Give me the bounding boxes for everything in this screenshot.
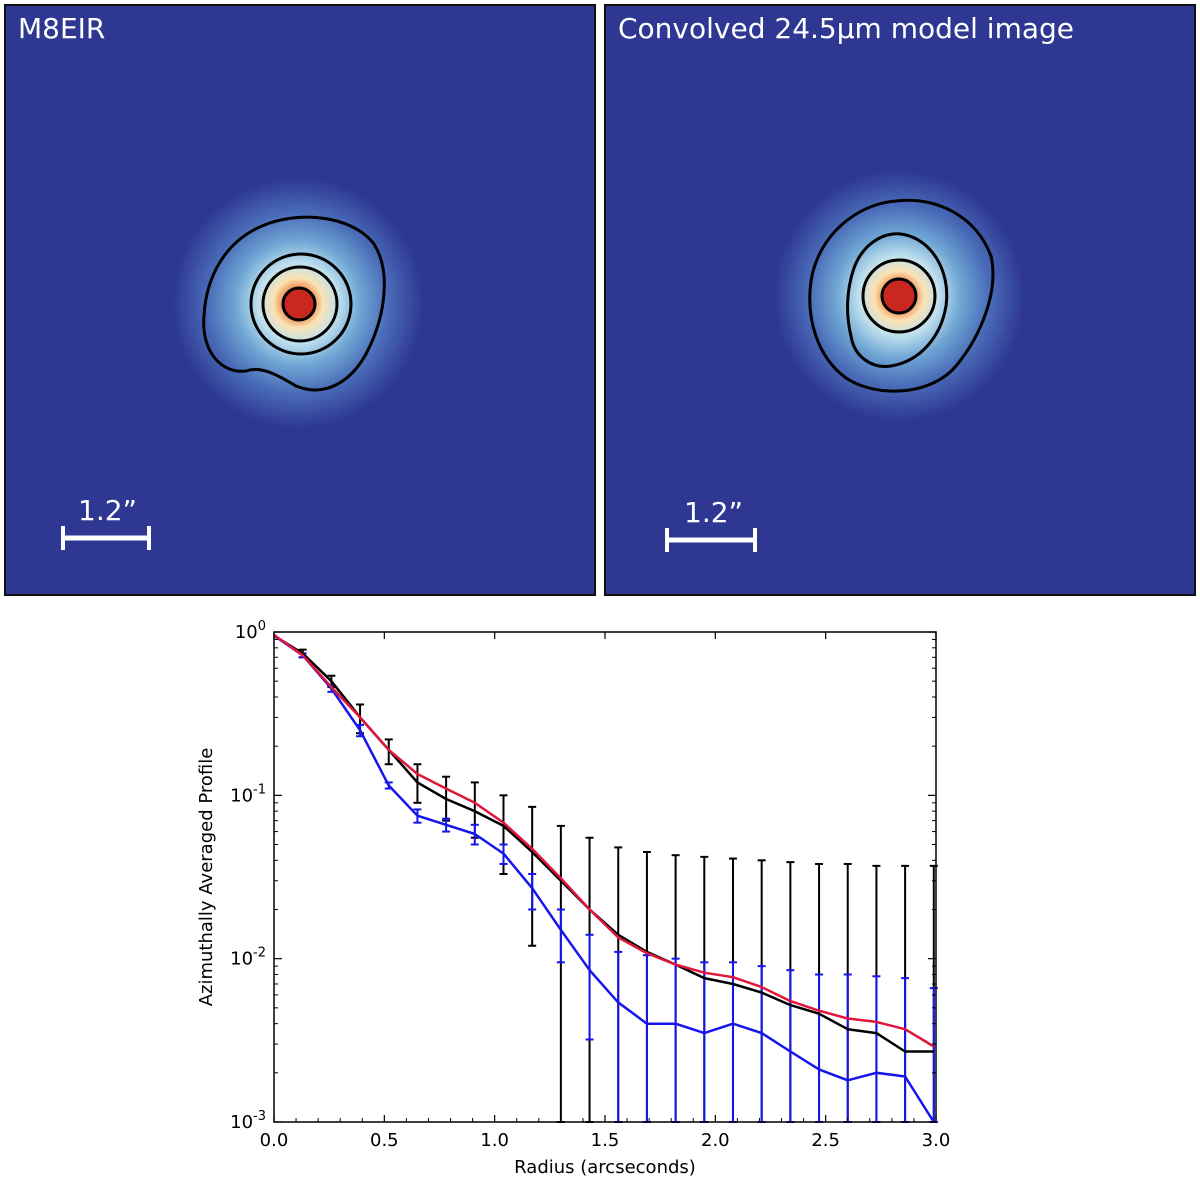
y-tick-label: 100 bbox=[235, 619, 266, 643]
red-series-line bbox=[273, 633, 935, 1048]
x-tick-label: 1.0 bbox=[480, 1130, 509, 1151]
x-tick-label: 2.5 bbox=[811, 1130, 840, 1151]
black-series-line bbox=[273, 634, 934, 1053]
plot-frame bbox=[273, 631, 937, 1123]
panel-title: M8EIR bbox=[18, 12, 106, 45]
axis-ticks: 0.0 0.5 1.0 1.5 2.0 2.5 3.0 100 10-1 10-2 10-3 bbox=[230, 619, 950, 1151]
y-axis-label: Azimuthally Averaged Profile bbox=[196, 748, 217, 1007]
x-tick-label: 1.5 bbox=[591, 1130, 620, 1151]
x-tick-label: 3.0 bbox=[922, 1130, 951, 1151]
core-contour bbox=[880, 277, 918, 315]
blue-series-line bbox=[273, 634, 935, 1123]
error-bars bbox=[298, 648, 938, 1123]
outer-contour bbox=[202, 215, 386, 392]
core-contour bbox=[281, 286, 317, 322]
outer-contour bbox=[808, 198, 995, 393]
scale-bar-label: 1.2” bbox=[684, 496, 744, 529]
x-tick-label: 0.0 bbox=[260, 1130, 289, 1151]
y-tick-label: 10-1 bbox=[230, 782, 266, 806]
contour-3 bbox=[861, 258, 937, 334]
y-tick-label: 10-2 bbox=[230, 946, 266, 970]
panel-title: Convolved 24.5μm model image bbox=[618, 12, 1075, 45]
radial-profile-chart: 0.0 0.5 1.0 1.5 2.0 2.5 3.0 100 10-1 10-2 10-3 Rad… bbox=[180, 610, 1200, 1183]
y-tick-label: 10-3 bbox=[230, 1109, 266, 1133]
contour-3 bbox=[261, 265, 339, 343]
x-tick-label: 0.5 bbox=[370, 1130, 399, 1151]
contour-2 bbox=[846, 232, 949, 368]
m8eir-image-panel: M8EIR 1.2” bbox=[4, 4, 596, 596]
model-image bbox=[665, 171, 1024, 552]
m8eir-image bbox=[61, 178, 423, 550]
contour-2 bbox=[249, 252, 353, 356]
model-image-panel: Convolved 24.5μm model image 1.2” bbox=[604, 4, 1196, 596]
series-lines bbox=[273, 633, 935, 1123]
x-tick-label: 2.0 bbox=[701, 1130, 730, 1151]
radial-profile-plot: 0.0 0.5 1.0 1.5 2.0 2.5 3.0 100 10-1 10-2 10-3 Rad… bbox=[196, 619, 950, 1178]
x-axis-label: Radius (arcseconds) bbox=[514, 1157, 696, 1178]
scale-bar-label: 1.2” bbox=[78, 494, 138, 527]
